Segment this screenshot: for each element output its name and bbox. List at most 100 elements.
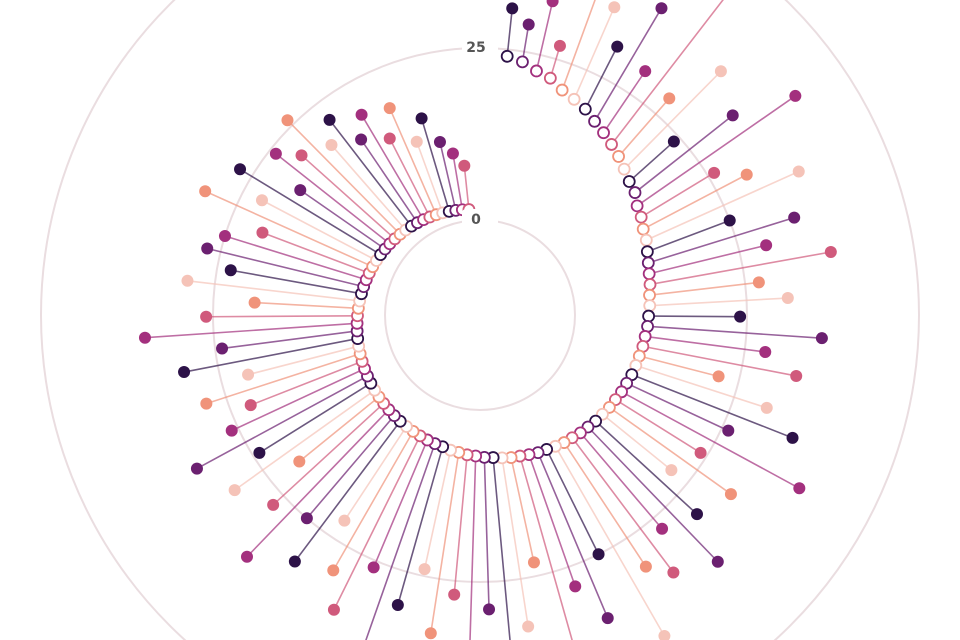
start-dot	[642, 267, 656, 281]
end-dot	[458, 159, 471, 172]
start-dot	[640, 245, 654, 259]
spoke	[649, 297, 788, 307]
ring-label: 0	[471, 212, 481, 228]
end-dot	[240, 550, 253, 563]
end-dot	[723, 214, 736, 227]
spoke	[360, 114, 425, 221]
end-dot	[138, 331, 151, 344]
spoke	[535, 1, 554, 72]
end-dot	[656, 522, 669, 535]
end-dot	[789, 89, 802, 102]
end-dot	[225, 424, 238, 437]
spoke	[306, 415, 395, 519]
ring-label-bg	[462, 209, 498, 231]
spoke	[501, 457, 529, 627]
spoke	[623, 70, 722, 170]
spoke	[415, 141, 444, 214]
end-dot	[228, 484, 241, 497]
spoke	[571, 437, 675, 573]
end-dot	[788, 211, 801, 224]
end-dot	[418, 563, 431, 576]
spoke	[221, 330, 358, 350]
spoke	[602, 70, 646, 134]
start-dot	[500, 49, 514, 63]
spoke	[617, 97, 670, 157]
start-dot	[630, 199, 644, 213]
spoke	[333, 435, 421, 611]
spoke	[610, 0, 724, 145]
start-dot	[628, 186, 642, 199]
spoke	[231, 368, 365, 432]
spoke	[573, 6, 616, 100]
start-dot	[588, 114, 601, 128]
end-dot	[569, 580, 582, 593]
end-dot	[300, 512, 313, 525]
end-dot	[242, 368, 255, 381]
spoke	[648, 244, 767, 275]
spoke	[545, 449, 600, 555]
spoke	[294, 420, 401, 562]
start-dot	[555, 83, 569, 97]
end-dot	[546, 0, 559, 8]
end-dot	[714, 65, 727, 78]
spoke	[469, 456, 477, 640]
end-dot	[248, 296, 261, 309]
end-dot	[712, 370, 725, 383]
end-dot	[639, 65, 652, 78]
end-dot	[553, 39, 566, 52]
start-dot	[634, 210, 648, 224]
end-dot	[269, 147, 282, 160]
spoke	[561, 0, 596, 91]
end-dot	[327, 564, 340, 577]
spoke	[246, 409, 390, 558]
end-dot	[256, 226, 269, 239]
start-dot	[516, 55, 529, 69]
spoke	[639, 355, 719, 378]
spoke	[230, 269, 362, 295]
end-dot	[199, 185, 212, 198]
ring	[40, 0, 920, 640]
end-dot	[790, 369, 803, 382]
spoke	[343, 426, 408, 522]
end-dot	[527, 556, 540, 569]
spoke	[621, 391, 800, 489]
end-dot	[201, 242, 214, 255]
end-dot	[815, 332, 828, 345]
start-dot	[605, 138, 618, 151]
start-dot	[617, 162, 631, 176]
end-dot	[338, 514, 351, 527]
end-dot	[244, 399, 257, 412]
end-dot	[218, 229, 231, 242]
start-dot	[639, 233, 653, 247]
spoke	[492, 457, 511, 640]
spoke	[647, 325, 822, 339]
spoke	[286, 119, 401, 235]
spoke	[640, 172, 715, 218]
start-dot	[643, 278, 657, 291]
start-dot	[622, 175, 636, 188]
spoke	[483, 457, 490, 610]
end-dot	[410, 135, 423, 148]
ring-labels: 02550	[462, 37, 498, 231]
end-dot	[253, 446, 266, 459]
spoke	[388, 107, 437, 216]
spoke	[587, 426, 719, 563]
spoke	[645, 170, 800, 241]
spoke	[439, 141, 457, 211]
start-dot	[641, 256, 655, 270]
spoke	[187, 280, 360, 302]
spoke	[258, 382, 372, 454]
end-dot	[759, 346, 772, 359]
spoke	[510, 457, 535, 563]
spoke	[642, 173, 748, 230]
spoke	[648, 216, 795, 264]
spoke	[645, 335, 766, 353]
spoke	[453, 454, 468, 595]
end-dot	[483, 603, 496, 616]
spoke	[330, 144, 407, 231]
spoke	[420, 118, 450, 212]
spoke	[626, 382, 729, 432]
spoke	[239, 168, 381, 256]
end-dot	[760, 239, 773, 252]
spoke	[593, 7, 663, 122]
